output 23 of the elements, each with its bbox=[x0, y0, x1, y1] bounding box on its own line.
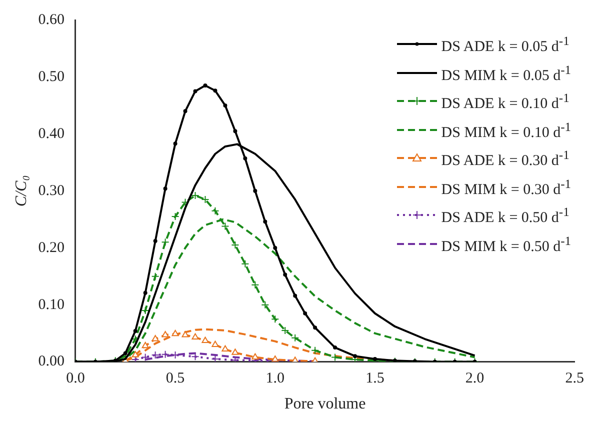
legend-label: DS ADE k = 0.05 d$^{-1}$ bbox=[441, 33, 570, 57]
legend-label: DS ADE k = 0.30 d$^{-1}$ bbox=[441, 147, 570, 171]
legend-label: DS ADE k = 0.50 d$^{-1}$ bbox=[441, 204, 570, 228]
x-tick-label: 1.5 bbox=[366, 370, 384, 387]
y-axis-title: C/C₀ bbox=[12, 175, 30, 207]
x-tick-label: 2.0 bbox=[465, 370, 484, 387]
y-tick-label: 0.50 bbox=[38, 68, 64, 85]
legend-label: DS MIM k = 0.05 d$^{-1}$ bbox=[441, 62, 571, 86]
y-tick-label: 0.20 bbox=[38, 240, 64, 256]
y-tick-label: 0.30 bbox=[38, 182, 64, 199]
x-tick-label: 0.0 bbox=[66, 370, 85, 387]
x-tick-label: 0.5 bbox=[166, 370, 185, 387]
legend-label: DS MIM k = 0.50 d$^{-1}$ bbox=[441, 232, 571, 256]
y-tick-label: 0.10 bbox=[38, 296, 64, 313]
legend-label: DS MIM k = 0.30 d$^{-1}$ bbox=[441, 176, 571, 200]
y-tick-label: 0.60 bbox=[38, 12, 64, 28]
legend-label: DS ADE k = 0.10 d$^{-1}$ bbox=[441, 90, 570, 114]
x-tick-label: 2.5 bbox=[565, 370, 584, 387]
x-axis-title: Pore volume bbox=[284, 396, 366, 413]
legend-label: DS MIM k = 0.10 d$^{-1}$ bbox=[441, 118, 571, 142]
y-tick-label: 0.40 bbox=[38, 126, 64, 142]
x-tick-label: 1.0 bbox=[266, 370, 284, 387]
y-tick-label: 0.00 bbox=[38, 354, 64, 370]
